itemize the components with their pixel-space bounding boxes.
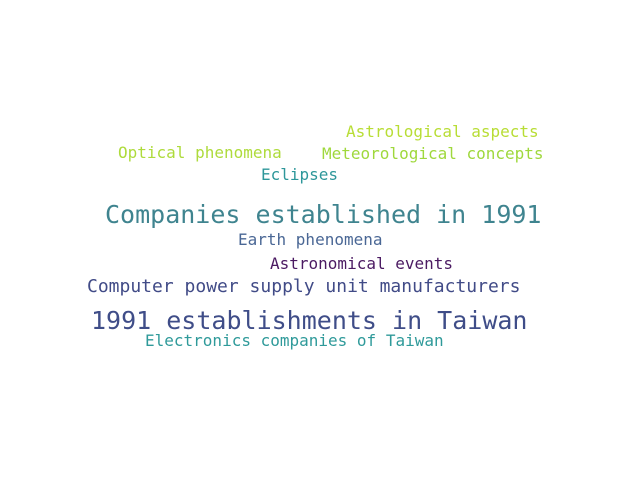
- word-eclipses: Eclipses: [261, 165, 339, 184]
- word-electronics-companies-of-taiwan: Electronics companies of Taiwan: [145, 331, 444, 350]
- word-computer-power-supply-unit-manufacturers: Computer power supply unit manufacturers: [87, 276, 521, 297]
- word-meteorological-concepts: Meteorological concepts: [322, 144, 544, 163]
- word-optical-phenomena: Optical phenomena: [118, 143, 282, 162]
- word-astrological-aspects: Astrological aspects: [346, 122, 539, 141]
- word-1991-establishments-in-taiwan: 1991 establishments in Taiwan: [91, 306, 528, 335]
- word-astronomical-events: Astronomical events: [270, 254, 454, 273]
- word-earth-phenomena: Earth phenomena: [238, 230, 383, 249]
- word-companies-established-in-1991: Companies established in 1991: [105, 200, 542, 229]
